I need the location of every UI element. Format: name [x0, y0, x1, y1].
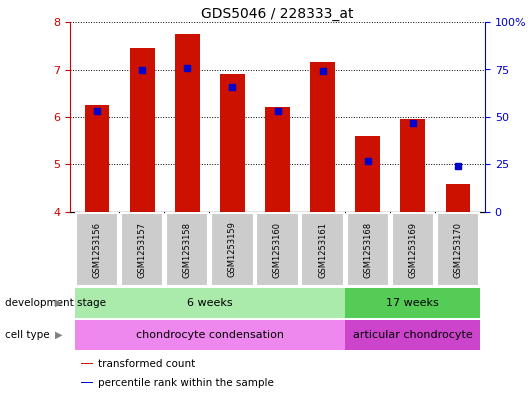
FancyBboxPatch shape: [121, 213, 163, 286]
Text: percentile rank within the sample: percentile rank within the sample: [98, 378, 273, 387]
Text: GSM1253170: GSM1253170: [454, 222, 463, 277]
FancyBboxPatch shape: [76, 213, 118, 286]
FancyBboxPatch shape: [81, 363, 93, 364]
Text: articular chondrocyte: articular chondrocyte: [353, 330, 473, 340]
Text: chondrocyte condensation: chondrocyte condensation: [136, 330, 284, 340]
Text: 6 weeks: 6 weeks: [187, 298, 233, 308]
FancyBboxPatch shape: [345, 288, 481, 318]
Text: GSM1253158: GSM1253158: [183, 222, 192, 277]
Text: GSM1253159: GSM1253159: [228, 222, 237, 277]
Text: 17 weeks: 17 weeks: [386, 298, 439, 308]
Text: transformed count: transformed count: [98, 358, 195, 369]
Bar: [446, 184, 470, 212]
Text: GSM1253169: GSM1253169: [408, 222, 417, 277]
FancyBboxPatch shape: [81, 382, 93, 383]
FancyBboxPatch shape: [75, 288, 345, 318]
Bar: [85, 105, 110, 212]
Text: ▶: ▶: [55, 298, 62, 308]
Bar: [355, 136, 380, 212]
Text: GSM1253160: GSM1253160: [273, 222, 282, 277]
FancyBboxPatch shape: [347, 213, 389, 286]
Text: cell type: cell type: [5, 330, 50, 340]
Text: ▶: ▶: [55, 330, 62, 340]
FancyBboxPatch shape: [75, 320, 345, 351]
Bar: [401, 119, 425, 212]
FancyBboxPatch shape: [437, 213, 479, 286]
Bar: [175, 34, 200, 212]
FancyBboxPatch shape: [211, 213, 253, 286]
Bar: [220, 74, 245, 212]
Title: GDS5046 / 228333_at: GDS5046 / 228333_at: [201, 7, 354, 21]
FancyBboxPatch shape: [302, 213, 344, 286]
FancyBboxPatch shape: [392, 213, 434, 286]
FancyBboxPatch shape: [257, 213, 299, 286]
Text: GSM1253157: GSM1253157: [138, 222, 147, 277]
Bar: [265, 108, 290, 212]
Text: development stage: development stage: [5, 298, 107, 308]
Text: GSM1253168: GSM1253168: [363, 221, 372, 277]
FancyBboxPatch shape: [345, 320, 481, 351]
FancyBboxPatch shape: [166, 213, 208, 286]
Bar: [310, 62, 335, 212]
Bar: [130, 48, 155, 212]
Text: GSM1253161: GSM1253161: [318, 222, 327, 277]
Text: GSM1253156: GSM1253156: [93, 222, 102, 277]
